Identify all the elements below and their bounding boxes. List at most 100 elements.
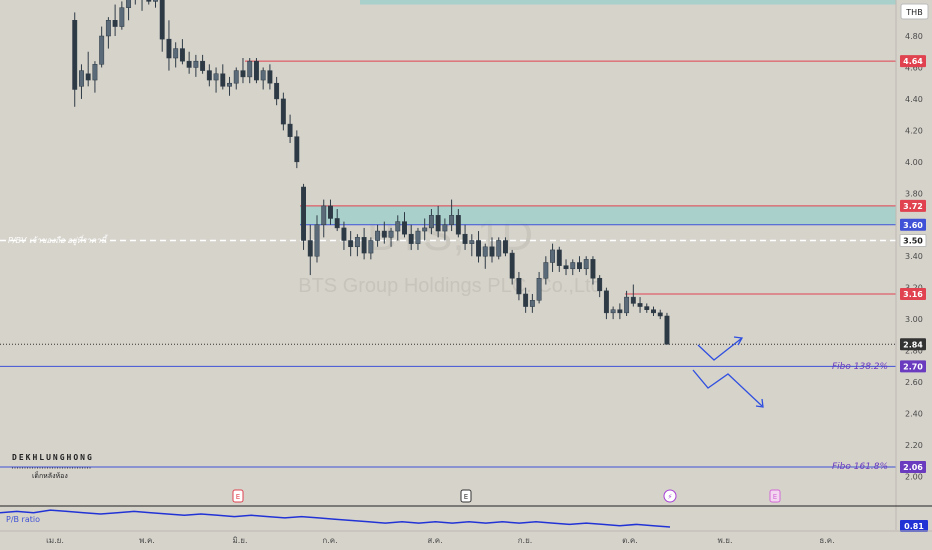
price-marker-label: 3.16 [903,290,923,299]
time-tick: ธ.ค. [819,536,834,545]
event-marker-earnings[interactable]: E [460,489,472,503]
candle-body [381,230,387,238]
time-tick: ก.ค. [322,536,337,545]
candle-body [630,296,636,304]
candle-body [610,309,616,314]
candle-body [577,262,582,270]
price-marker-label: 2.06 [903,463,923,472]
candle-body [543,262,549,279]
candle-body [79,70,84,87]
bullish-projection-arrow [697,337,743,361]
candle-body [603,290,609,314]
bullish-arrowhead [733,336,744,346]
candle-body [287,123,293,137]
currency-badge[interactable]: THB [905,8,922,17]
candle-body [247,60,253,78]
brand-name: DEKHLUNGHONG [12,453,94,462]
candle-body [153,0,158,2]
price-marker-box [900,55,926,68]
candle-body [583,259,589,270]
candle-body [503,240,508,254]
candle-body [368,240,374,254]
candle-body [422,227,428,232]
candle-body [314,224,320,257]
time-tick: ก.ย. [518,536,533,545]
candle-body [597,277,603,292]
candle-body [442,224,448,232]
event-marker-earnings[interactable]: E [232,489,244,503]
candle-body [294,136,300,163]
candle-body [126,0,132,8]
candle-body [227,82,232,87]
candle-body [220,73,226,87]
candle-body [395,221,401,232]
price-marker-box [900,287,926,300]
candle-body [563,265,569,270]
indicator-value: 0.81 [904,522,924,531]
indicator-label[interactable]: P/B ratio [6,515,40,524]
price-tick: 2.80 [905,347,923,356]
candle-body [159,0,165,40]
time-axis[interactable]: เม.ย. พ.ค. มิ.ย. ก.ค. ส.ค. ก.ย. ต.ค. พ.ย. ธ.ค. [46,536,835,545]
candle-body [529,300,535,307]
price-tick: 2.40 [905,410,923,419]
price-tick: 3.80 [905,189,923,198]
candle-body [72,20,78,90]
candle-body [348,240,354,248]
price-marker-label: 3.72 [903,202,923,211]
price-marker-label: 3.60 [903,221,923,230]
candle-body [624,296,630,314]
price-marker-label: 4.64 [903,57,923,66]
price-tick: 2.20 [905,441,923,450]
time-tick: พ.ย. [717,536,732,545]
candle-body [267,70,273,84]
candle-body [334,218,340,229]
currency-badge-box[interactable] [900,3,929,20]
candle-body [388,230,394,238]
candle-body [657,312,663,317]
candle-body [462,233,468,244]
price-axis[interactable]: 4.804.604.404.204.003.803.603.403.203.00… [905,32,923,481]
candle-body [402,221,407,235]
time-tick: มิ.ย. [232,536,247,545]
svg-text:E: E [464,493,468,501]
candle-body [496,240,502,257]
watermark-company: BTS Group Holdings PLC. Co.,Ltd [298,275,601,297]
candle-body [570,262,576,270]
candle-body [173,48,179,59]
candle-body [119,7,125,27]
candle-body [476,240,481,257]
price-tick: 3.40 [905,252,923,261]
price-markers: 4.64 3.72 3.60 3.50 3.16 2.84 2.70 2.06 [899,55,927,474]
price-tick: 4.60 [905,63,923,72]
price-marker-label: 2.70 [903,362,923,371]
candle-body [644,306,650,310]
candle-body [651,309,656,314]
candle-body [375,230,381,241]
candle-body [354,237,360,248]
candle-body [280,98,286,125]
candle-body [206,70,212,81]
candle-body [85,73,91,81]
svg-text:E: E [773,493,777,501]
candle-body [361,237,367,254]
candle-body [260,70,266,81]
candle-body [341,227,347,241]
event-markers[interactable]: E E ⚡ E [232,489,781,503]
candle-body [253,60,259,81]
brand-subtitle: เด็กหลังห้อง [32,471,68,480]
price-marker-box [900,461,926,474]
price-marker-label: 2.84 [903,340,923,349]
price-marker-box [900,360,926,373]
pb-ratio-line [0,509,671,528]
price-tick: 4.00 [905,158,923,167]
candle-body [213,73,219,81]
pbv-line-label: P/BV เจ้าของถือ อยู่ที่ราคานี้ [8,234,109,246]
candle-body [193,60,199,68]
event-marker-earnings-upcoming[interactable]: E [769,489,781,503]
candles-group [72,0,670,345]
event-marker-split[interactable]: ⚡ [663,489,677,503]
candle-body [166,38,172,59]
